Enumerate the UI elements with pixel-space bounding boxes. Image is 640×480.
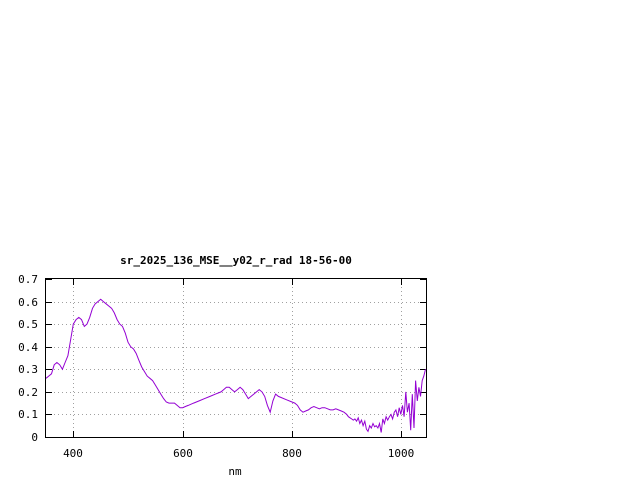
x-tick-label: 600 [173,447,193,460]
y-tick-label: 0.2 [18,386,38,399]
x-axis-label: nm [228,465,242,478]
tick-labels: 0 0.1 0.2 0.3 0.4 0.5 0.6 0.7 400 600 800 1000 [18,273,414,460]
plot-frame [45,278,427,438]
series-line [45,298,426,433]
x-tick-label: 800 [282,447,302,460]
y-tick-label: 0.5 [18,318,38,331]
x-tick-label: 1000 [388,447,415,460]
y-tick-label: 0.7 [18,273,38,286]
y-tick-label: 0.6 [18,296,38,309]
axis-ticks [46,279,426,438]
y-tick-label: 0.1 [18,408,38,421]
y-tick-label: 0.3 [18,363,38,376]
chart-title: sr_2025_136_MSE__y02_r_rad 18-56-00 [120,254,352,267]
y-tick-label: 0.4 [18,341,38,354]
series-layer [45,298,426,433]
x-tick-label: 400 [63,447,83,460]
y-tick-label: 0 [31,431,38,444]
grid-lines [46,279,426,437]
